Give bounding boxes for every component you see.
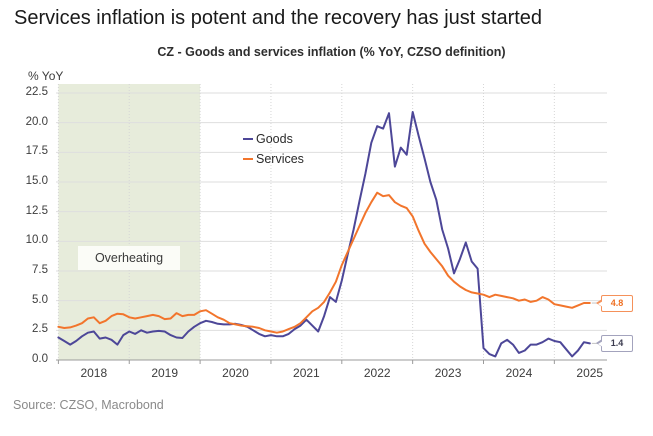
y-tick-label: 17.5	[25, 145, 48, 158]
x-tick-label: 2020	[222, 366, 249, 380]
goods-end-value-callout: 1.4	[596, 335, 633, 353]
legend-label-services: Services	[256, 152, 304, 166]
services-end-value: 4.8	[610, 298, 624, 309]
goods-line-marker	[243, 137, 253, 141]
legend: Goods Services	[243, 129, 304, 169]
y-tick-label: 22.5	[25, 85, 48, 98]
source-note: Source: CZSO, Macrobond	[13, 398, 164, 412]
legend-label-goods: Goods	[256, 132, 293, 146]
legend-item-services: Services	[243, 149, 304, 169]
goods-end-value: 1.4	[610, 338, 624, 349]
services-end-value-callout: 4.8	[596, 295, 633, 313]
x-tick-label: 2021	[293, 366, 320, 380]
goods-line	[57, 111, 591, 358]
y-axis-unit-label: % YoY	[28, 69, 64, 83]
overheating-band-label: Overheating	[78, 246, 180, 270]
y-tick-label: 20.0	[25, 115, 48, 128]
services-line	[57, 191, 591, 334]
y-tick-label: 10.0	[25, 234, 48, 247]
page-title: Services inflation is potent and the rec…	[14, 7, 543, 29]
chart-title: CZ - Goods and services inflation (% YoY…	[157, 45, 506, 59]
x-tick-label: 2024	[505, 366, 533, 380]
y-tick-label: 2.5	[32, 323, 48, 336]
legend-item-goods: Goods	[243, 129, 304, 149]
services-line-marker	[243, 157, 253, 161]
y-tick-label: 12.5	[25, 204, 48, 217]
x-tick-label: 2023	[434, 366, 462, 380]
y-tick-label: 5.0	[32, 293, 48, 306]
x-tick-label: 2025	[576, 366, 604, 380]
x-tick-label: 2019	[151, 366, 179, 380]
y-tick-label: 0.0	[32, 353, 48, 365]
x-tick-label: 2018	[80, 366, 108, 380]
y-tick-label: 15.0	[25, 174, 48, 187]
x-tick-label: 2022	[363, 366, 391, 380]
y-tick-label: 7.5	[32, 263, 48, 276]
